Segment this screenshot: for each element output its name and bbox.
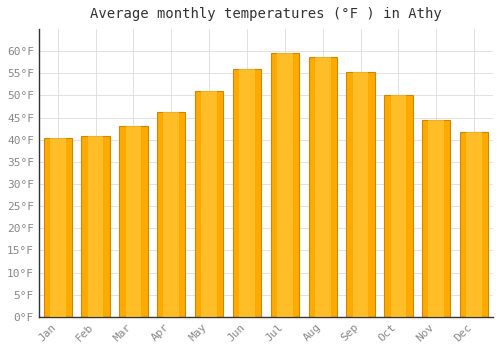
Bar	[460, 132, 488, 317]
Bar	[195, 91, 224, 317]
Bar	[233, 69, 261, 317]
Bar	[119, 126, 148, 317]
Bar	[422, 120, 450, 317]
Bar	[202, 91, 217, 317]
Bar	[390, 94, 406, 317]
Bar	[239, 69, 255, 317]
Bar	[82, 136, 110, 317]
Bar	[50, 138, 66, 317]
Bar	[88, 136, 104, 317]
Bar	[353, 72, 368, 317]
Bar	[315, 56, 330, 317]
Bar	[277, 54, 292, 317]
Bar	[126, 126, 141, 317]
Bar	[44, 138, 72, 317]
Title: Average monthly temperatures (°F ) in Athy: Average monthly temperatures (°F ) in At…	[90, 7, 442, 21]
Bar	[164, 112, 179, 317]
Bar	[308, 56, 337, 317]
Bar	[428, 120, 444, 317]
Bar	[346, 72, 375, 317]
Bar	[270, 54, 299, 317]
Bar	[157, 112, 186, 317]
Bar	[384, 94, 412, 317]
Bar	[466, 132, 482, 317]
